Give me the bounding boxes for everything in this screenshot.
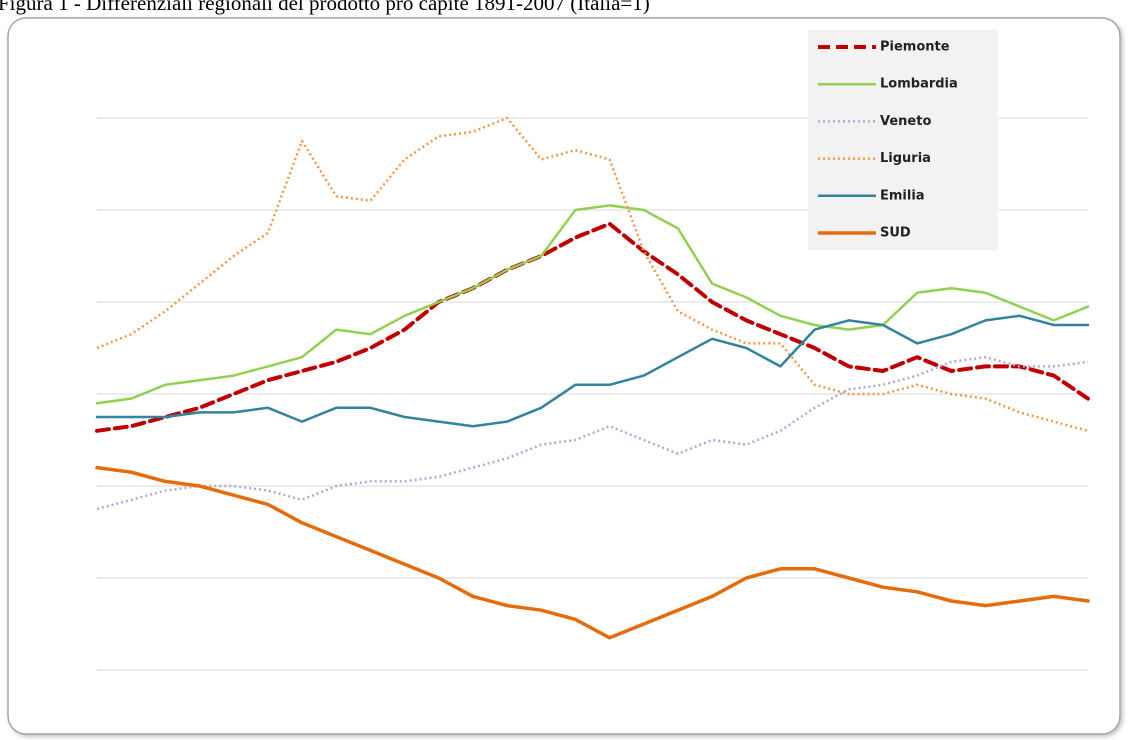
chart-title: Figura 1 - Differenziali regionali del p… xyxy=(0,0,650,15)
legend-label: Emilia xyxy=(880,188,925,203)
line-series xyxy=(95,204,1090,405)
line-series xyxy=(95,221,1090,433)
legend-box xyxy=(808,30,998,250)
legend-label: Veneto xyxy=(880,114,931,129)
legend-label: Piemonte xyxy=(880,40,950,55)
legend-label: Liguria xyxy=(880,151,931,166)
legend-label: Lombardia xyxy=(880,77,958,92)
line-series xyxy=(96,116,1089,433)
legend: Piemonte Lombardia Veneto Liguria Emilia SUD xyxy=(818,40,958,241)
legend-label: SUD xyxy=(880,226,911,241)
line-series xyxy=(95,465,1090,640)
line-series xyxy=(96,355,1089,511)
line-series xyxy=(95,314,1090,428)
plot xyxy=(95,116,1090,640)
